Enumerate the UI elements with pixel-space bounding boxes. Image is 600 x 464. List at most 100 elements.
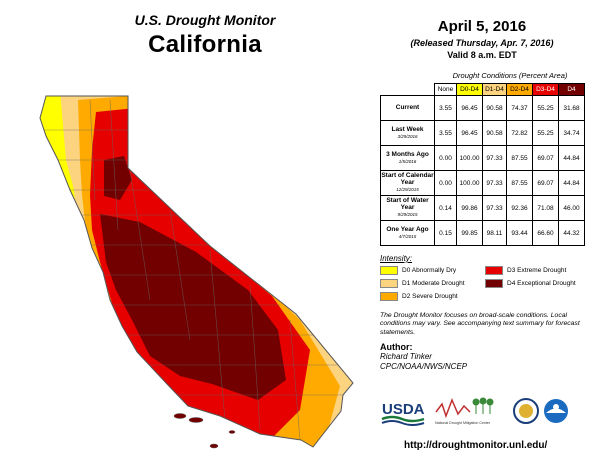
- table-row: 3 Months Ago 1/5/2016 0.00 100.00 97.33 87.55…: [380, 145, 585, 171]
- valid-time: Valid 8 a.m. EDT: [447, 50, 517, 60]
- table-cell: 93.44: [506, 220, 533, 246]
- legend-label: D0 Abnormally Dry: [402, 267, 457, 274]
- table-cell: 100.00: [456, 170, 483, 196]
- table-cell: 72.82: [506, 120, 533, 146]
- table-cell: 31.68: [558, 95, 585, 121]
- row-label-text: Start of Calendar Year: [381, 172, 434, 187]
- table-cell: 99.85: [456, 220, 483, 246]
- svg-text:USDA: USDA: [382, 401, 425, 418]
- row-label: Last Week 3/29/2016: [380, 120, 435, 146]
- website-link[interactable]: http://droughtmonitor.unl.edu/: [404, 440, 548, 451]
- legend-label: D4 Exceptional Drought: [507, 280, 576, 287]
- drought-conditions-table: None D0-D4 D1-D4 D2-D4 D3-D4 D4 Current 3.55 96…: [380, 83, 585, 246]
- table-cell: 87.55: [506, 145, 533, 171]
- author-org: CPC/NOAA/NWS/NCEP: [380, 362, 468, 371]
- table-cell: 97.33: [482, 145, 507, 171]
- table-cell: 96.45: [456, 120, 483, 146]
- table-cell: 3.55: [434, 95, 457, 121]
- row-label: Start of Water Year 9/29/2015: [380, 195, 435, 221]
- legend-swatch: [485, 279, 503, 288]
- table-cell: 90.58: [482, 95, 507, 121]
- row-label-text: Current: [395, 103, 420, 111]
- noaa-logo: [544, 399, 568, 423]
- row-label: 3 Months Ago 1/5/2016: [380, 145, 435, 171]
- table-cell: 55.25: [532, 120, 559, 146]
- disclaimer-note: The Drought Monitor focuses on broad-sca…: [380, 312, 580, 336]
- release-date: (Released Thursday, Apr. 7, 2016): [410, 38, 554, 48]
- table-cell: 69.07: [532, 145, 559, 171]
- table-cell: 92.36: [506, 195, 533, 221]
- legend-item: D1 Moderate Drought: [380, 279, 485, 288]
- header-corner: [381, 84, 435, 96]
- map-date: April 5, 2016: [437, 18, 527, 35]
- author-label: Author:: [380, 342, 413, 352]
- row-label-date: 9/29/2015: [397, 211, 418, 217]
- state-outline: [39, 95, 354, 448]
- author-name: Richard Tinker: [380, 352, 432, 361]
- column-header: D3-D4: [532, 83, 559, 96]
- legend-title: Intensity:: [380, 254, 413, 263]
- table-cell: 87.55: [506, 170, 533, 196]
- row-label-date: 4/7/2015: [398, 233, 417, 239]
- table-cell: 99.86: [456, 195, 483, 221]
- table-cell: 44.84: [558, 170, 585, 196]
- table-row: Start of Water Year 9/29/2015 0.14 99.86 97.…: [380, 195, 585, 221]
- usda-logo: USDA: [381, 401, 425, 426]
- table-cell: 100.00: [456, 145, 483, 171]
- channel-islands: [173, 413, 236, 449]
- table-cell: 98.11: [482, 220, 507, 246]
- row-label: Start of Calendar Year 12/29/2015: [380, 170, 435, 196]
- row-label-text: 3 Months Ago: [386, 150, 429, 158]
- column-header: D4: [558, 83, 585, 96]
- legend-item: D2 Severe Drought: [380, 292, 485, 301]
- county-lines: [40, 99, 345, 441]
- legend-swatch: [380, 292, 398, 301]
- table-cell: 0.00: [434, 170, 457, 196]
- table-cell: 71.08: [532, 195, 559, 221]
- table-row: Last Week 3/29/2016 3.55 96.45 90.58 72.82 55.…: [380, 120, 585, 146]
- california-drought-map: [39, 95, 354, 449]
- legend-label: D3 Extreme Drought: [507, 267, 567, 274]
- table-cell: 69.07: [532, 170, 559, 196]
- map-subtitle: U.S. Drought Monitor: [134, 12, 276, 28]
- date-block: April 5, 2016 (Released Thursday, Apr. 7…: [382, 18, 582, 60]
- table-cell: 66.60: [532, 220, 559, 246]
- table-cell: 97.33: [482, 170, 507, 196]
- column-header: D0-D4: [456, 83, 483, 96]
- table-cell: 74.37: [506, 95, 533, 121]
- table-cell: 3.55: [434, 120, 457, 146]
- row-label-text: Last Week: [391, 125, 424, 133]
- table-cell: 44.32: [558, 220, 585, 246]
- legend-item: D3 Extreme Drought: [485, 266, 590, 275]
- table-cell: 44.84: [558, 145, 585, 171]
- row-label-date: 12/29/2015: [396, 186, 419, 192]
- legend-items: D0 Abnormally Dry D3 Extreme Drought D1 Mo…: [380, 266, 590, 301]
- column-header: D1-D4: [482, 83, 507, 96]
- table-title: Drought Conditions (Percent Area): [452, 71, 568, 80]
- map-header: U.S. Drought Monitor California: [100, 12, 310, 59]
- table-cell: 96.45: [456, 95, 483, 121]
- table-cell: 0.15: [434, 220, 457, 246]
- row-label-date: 3/29/2016: [397, 133, 418, 139]
- d4-zone-north: [104, 156, 132, 200]
- table-row: Start of Calendar Year 12/29/2015 0.00 100.…: [380, 170, 585, 196]
- table-cell: 97.33: [482, 195, 507, 221]
- table-row: One Year Ago 4/7/2015 0.15 99.85 98.11 93.44 6…: [380, 220, 585, 246]
- row-label: One Year Ago 4/7/2015: [380, 220, 435, 246]
- table-cell: 46.00: [558, 195, 585, 221]
- legend-item: D4 Exceptional Drought: [485, 279, 590, 288]
- row-label-text: One Year Ago: [386, 225, 429, 233]
- column-header: None: [434, 83, 457, 96]
- table-header-row: None D0-D4 D1-D4 D2-D4 D3-D4 D4: [381, 83, 585, 96]
- column-header: D2-D4: [506, 83, 533, 96]
- state-title: California: [148, 31, 262, 58]
- table-cell: 90.58: [482, 120, 507, 146]
- table-cell: 0.00: [434, 145, 457, 171]
- legend-label: D2 Severe Drought: [402, 293, 458, 300]
- legend-swatch: [485, 266, 503, 275]
- table-cell: 0.14: [434, 195, 457, 221]
- legend-item: D0 Abnormally Dry: [380, 266, 485, 275]
- table-cell: 34.74: [558, 120, 585, 146]
- legend-swatch: [380, 279, 398, 288]
- logos-row: USDA National Drought Mitigation Center: [380, 394, 585, 428]
